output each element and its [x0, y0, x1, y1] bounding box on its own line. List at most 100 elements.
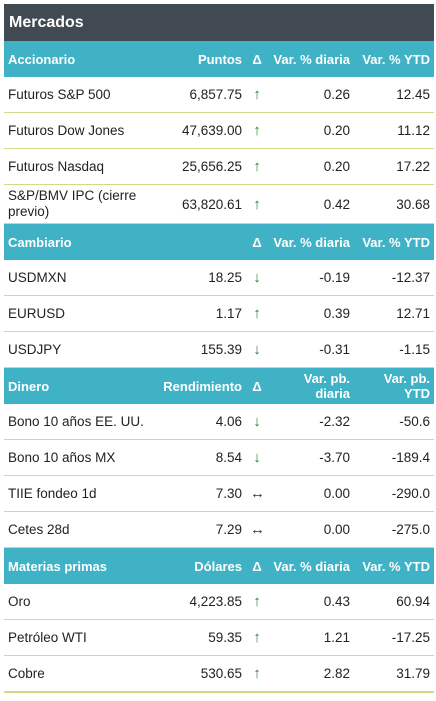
direction-arrow-icon: ↓ [246, 404, 268, 440]
ytd-change: -17.25 [354, 619, 434, 656]
daily-change: -0.19 [268, 260, 354, 296]
direction-arrow-icon: ↑ [246, 148, 268, 185]
column-header-daily: Var. pb. diaria [268, 367, 354, 404]
column-header-ytd: Var. % YTD [354, 223, 434, 260]
instrument-value: 63,820.61 [152, 184, 246, 224]
section-header: Dinero Rendimiento Δ Var. pb. diaria Var. pb… [4, 367, 434, 404]
column-header-daily: Var. % diaria [268, 41, 354, 77]
direction-arrow-icon: ↑ [246, 655, 268, 693]
section-header: Materias primas Dólares Δ Var. % diaria Var.… [4, 547, 434, 584]
direction-arrow-icon: ↓ [246, 260, 268, 296]
column-header-daily: Var. % diaria [268, 223, 354, 260]
markets-table: Accionario Puntos Δ Var. % diaria Var. % YTD… [4, 41, 434, 693]
instrument-value: 59.35 [152, 619, 246, 656]
column-header-ytd: Var. % YTD [354, 41, 434, 77]
table-row: USDJPY 155.39 ↓ -0.31 -1.15 [4, 331, 434, 368]
instrument-name: USDMXN [4, 260, 152, 296]
daily-change: 0.00 [268, 475, 354, 512]
table-row: Oro 4,223.85 ↑ 0.43 60.94 [4, 584, 434, 620]
table-row: Cobre 530.65 ↑ 2.82 31.79 [4, 655, 434, 693]
daily-change: 0.20 [268, 148, 354, 185]
section-label: Materias primas [4, 547, 152, 584]
ytd-change: 30.68 [354, 184, 434, 224]
panel-title: Mercados [4, 4, 434, 41]
direction-arrow-icon: ↔ [246, 475, 268, 512]
column-header-daily: Var. % diaria [268, 547, 354, 584]
instrument-name: Petróleo WTI [4, 619, 152, 656]
ytd-change: -50.6 [354, 404, 434, 440]
direction-arrow-icon: ↓ [246, 331, 268, 368]
column-header-value [152, 223, 246, 260]
instrument-value: 6,857.75 [152, 77, 246, 113]
ytd-change: 17.22 [354, 148, 434, 185]
instrument-name: Bono 10 años MX [4, 439, 152, 476]
table-row: Futuros Nasdaq 25,656.25 ↑ 0.20 17.22 [4, 148, 434, 185]
ytd-change: -1.15 [354, 331, 434, 368]
column-header-ytd: Var. % YTD [354, 547, 434, 584]
column-header-value: Dólares [152, 547, 246, 584]
section-label: Cambiario [4, 223, 152, 260]
instrument-value: 8.54 [152, 439, 246, 476]
instrument-name: USDJPY [4, 331, 152, 368]
daily-change: -2.32 [268, 404, 354, 440]
daily-change: 0.39 [268, 295, 354, 332]
table-row: Cetes 28d 7.29 ↔ 0.00 -275.0 [4, 511, 434, 548]
section-label: Dinero [4, 367, 152, 404]
column-header-ytd: Var. pb. YTD [354, 367, 434, 404]
instrument-name: Bono 10 años EE. UU. [4, 404, 152, 440]
instrument-value: 7.29 [152, 511, 246, 548]
instrument-value: 155.39 [152, 331, 246, 368]
section-header: Accionario Puntos Δ Var. % diaria Var. % YTD [4, 41, 434, 77]
daily-change: 0.26 [268, 77, 354, 113]
table-row: Petróleo WTI 59.35 ↑ 1.21 -17.25 [4, 619, 434, 656]
daily-change: 1.21 [268, 619, 354, 656]
column-header-value: Rendimiento [152, 367, 246, 404]
daily-change: 0.42 [268, 184, 354, 224]
daily-change: -0.31 [268, 331, 354, 368]
instrument-value: 4.06 [152, 404, 246, 440]
direction-arrow-icon: ↑ [246, 112, 268, 149]
direction-arrow-icon: ↑ [246, 619, 268, 656]
direction-arrow-icon: ↑ [246, 184, 268, 224]
instrument-value: 18.25 [152, 260, 246, 296]
instrument-name: EURUSD [4, 295, 152, 332]
markets-table-body: Accionario Puntos Δ Var. % diaria Var. % YTD… [4, 41, 434, 693]
direction-arrow-icon: ↓ [246, 439, 268, 476]
ytd-change: -290.0 [354, 475, 434, 512]
column-header-delta: Δ [246, 41, 268, 77]
section-label: Accionario [4, 41, 152, 77]
column-header-delta: Δ [246, 547, 268, 584]
instrument-name: Oro [4, 584, 152, 620]
direction-arrow-icon: ↑ [246, 584, 268, 620]
ytd-change: 12.71 [354, 295, 434, 332]
daily-change: -3.70 [268, 439, 354, 476]
instrument-name: Futuros Nasdaq [4, 148, 152, 185]
ytd-change: 12.45 [354, 77, 434, 113]
ytd-change: -189.4 [354, 439, 434, 476]
markets-panel: Mercados Accionario Puntos Δ Var. % diaria V… [4, 4, 434, 693]
instrument-name: TIIE fondeo 1d [4, 475, 152, 512]
table-row: EURUSD 1.17 ↑ 0.39 12.71 [4, 295, 434, 332]
direction-arrow-icon: ↔ [246, 511, 268, 548]
instrument-name: Futuros S&P 500 [4, 77, 152, 113]
daily-change: 0.00 [268, 511, 354, 548]
instrument-name: S&P/BMV IPC (cierre previo) [4, 184, 152, 224]
instrument-value: 1.17 [152, 295, 246, 332]
direction-arrow-icon: ↑ [246, 295, 268, 332]
column-header-delta: Δ [246, 367, 268, 404]
daily-change: 2.82 [268, 655, 354, 693]
table-row: Bono 10 años MX 8.54 ↓ -3.70 -189.4 [4, 439, 434, 476]
ytd-change: -12.37 [354, 260, 434, 296]
instrument-value: 4,223.85 [152, 584, 246, 620]
instrument-name: Futuros Dow Jones [4, 112, 152, 149]
table-row: USDMXN 18.25 ↓ -0.19 -12.37 [4, 260, 434, 296]
instrument-value: 25,656.25 [152, 148, 246, 185]
column-header-delta: Δ [246, 223, 268, 260]
table-row: Futuros S&P 500 6,857.75 ↑ 0.26 12.45 [4, 77, 434, 113]
table-row: TIIE fondeo 1d 7.30 ↔ 0.00 -290.0 [4, 475, 434, 512]
instrument-value: 7.30 [152, 475, 246, 512]
instrument-name: Cetes 28d [4, 511, 152, 548]
daily-change: 0.43 [268, 584, 354, 620]
daily-change: 0.20 [268, 112, 354, 149]
direction-arrow-icon: ↑ [246, 77, 268, 113]
